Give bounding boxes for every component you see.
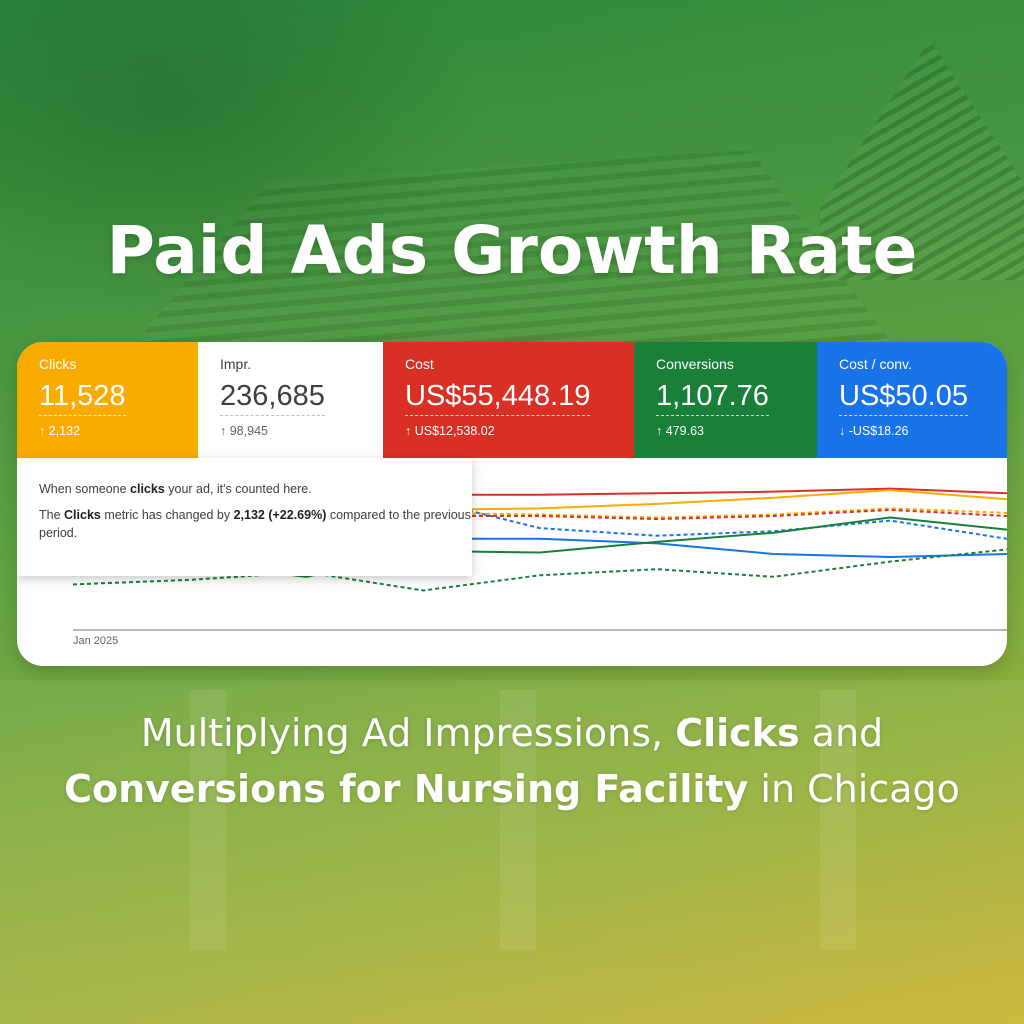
arrow-up-icon: ↑: [405, 424, 412, 438]
metric-label: Cost: [405, 356, 434, 372]
metric-delta: ↓ -US$18.26: [839, 424, 909, 438]
arrow-down-icon: ↓: [839, 424, 846, 438]
metric-tile-clicks[interactable]: Clicks 11,528 ↑ 2,132: [17, 342, 198, 458]
metric-delta: ↑ 479.63: [656, 424, 704, 438]
tooltip-line-1: When someone clicks your ad, it's counte…: [39, 482, 312, 496]
metric-delta: ↑ 2,132: [39, 424, 81, 438]
x-tick-label: Jan 2025: [73, 635, 119, 647]
tooltip-line-2: The Clicks metric has changed by 2,132 (…: [39, 508, 471, 540]
metric-label: Cost / conv.: [839, 356, 912, 372]
subtitle-line-2: Conversions for Nursing Facility in Chic…: [64, 767, 960, 811]
headline: Paid Ads Growth Rate: [106, 212, 918, 289]
metric-tile-impressions[interactable]: Impr. 236,685 ↑ 98,945: [198, 342, 383, 458]
metric-tile-cost-per-conv[interactable]: Cost / conv. US$50.05 ↓ -US$18.26: [817, 342, 1007, 458]
arrow-up-icon: ↑: [656, 424, 663, 438]
metric-label: Conversions: [656, 356, 734, 372]
house-column: [820, 690, 856, 950]
arrow-up-icon: ↑: [220, 424, 227, 438]
house-column: [500, 690, 536, 950]
metric-delta: ↑ US$12,538.02: [405, 424, 495, 438]
subtitle-line-1: Multiplying Ad Impressions, Clicks and: [140, 711, 884, 755]
arrow-up-icon: ↑: [39, 424, 46, 438]
series-line-8: [72, 548, 1007, 592]
metric-value: 11,528: [39, 379, 126, 416]
metric-value: 236,685: [220, 379, 325, 416]
house-wall: [0, 680, 1024, 1024]
metric-tooltip: When someone clicks your ad, it's counte…: [17, 458, 472, 576]
metric-delta: ↑ 98,945: [220, 424, 268, 438]
metric-tile-conversions[interactable]: Conversions 1,107.76 ↑ 479.63: [634, 342, 817, 458]
metric-label: Clicks: [39, 356, 77, 372]
subtitle: Multiplying Ad Impressions, Clicks and C…: [0, 705, 1024, 817]
metrics-card: Clicks 11,528 ↑ 2,132 Impr. 236,685 ↑ 98…: [17, 342, 1007, 666]
metric-value: US$50.05: [839, 379, 968, 416]
metric-tile-cost[interactable]: Cost US$55,448.19 ↑ US$12,538.02: [383, 342, 634, 458]
tree-shadow: [0, 0, 480, 320]
metric-value: 1,107.76: [656, 379, 769, 416]
metric-value: US$55,448.19: [405, 379, 591, 416]
house-column: [190, 690, 226, 950]
metric-tiles: Clicks 11,528 ↑ 2,132 Impr. 236,685 ↑ 98…: [17, 342, 1007, 458]
metric-label: Impr.: [220, 356, 252, 372]
